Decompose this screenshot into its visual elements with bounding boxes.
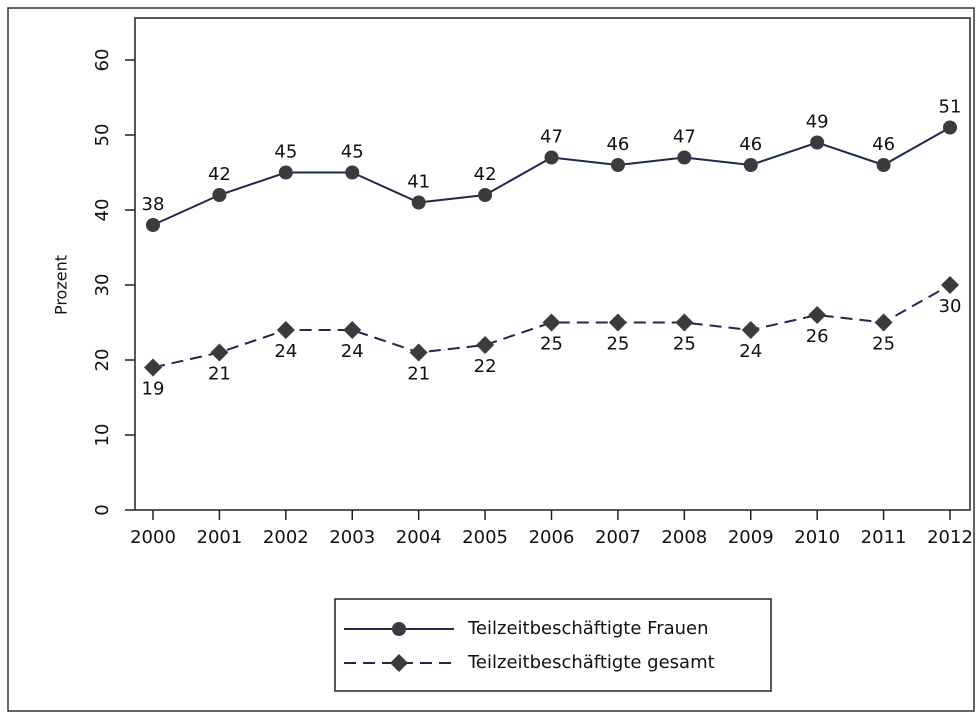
legend-marker [392,622,406,636]
data-label: 41 [407,172,430,193]
data-label: 47 [540,127,563,148]
data-label: 25 [606,334,629,355]
data-label: 49 [806,112,829,133]
data-label: 51 [939,97,962,118]
legend-box [334,598,772,692]
data-point [146,218,160,232]
data-point [743,158,758,172]
data-label: 46 [606,134,629,155]
legend-label: Teilzeitbeschäftigte gesamt [467,652,715,673]
x-tick-label: 2000 [130,527,176,548]
y-tick-label: 0 [92,504,113,515]
data-point [941,276,959,294]
data-point [544,150,559,165]
data-label: 45 [341,142,364,163]
data-label: 25 [540,334,563,355]
y-tick-label: 10 [92,424,113,447]
y-tick-label: 20 [92,349,113,372]
data-point [276,321,295,339]
data-point [409,343,428,362]
data-point [476,336,495,354]
x-tick-label: 2001 [197,527,243,548]
x-tick-label: 2010 [794,527,840,548]
data-point [411,195,426,210]
data-label: 24 [274,341,297,362]
data-label: 45 [274,142,297,163]
data-point [608,313,627,332]
data-label: 42 [474,164,497,185]
data-label: 26 [806,326,829,347]
data-label: 19 [142,379,165,400]
data-label: 30 [939,296,962,317]
data-point [943,120,957,135]
y-tick-label: 30 [92,274,113,297]
chart-frame [7,7,975,712]
data-label: 42 [208,164,231,185]
data-label: 21 [407,364,430,385]
x-tick-label: 2007 [595,527,641,548]
y-tick-label: 50 [92,124,113,147]
data-point [677,150,692,165]
data-label: 38 [142,194,165,215]
x-tick-label: 2002 [263,527,309,548]
data-label: 21 [208,364,231,385]
data-label: 25 [872,334,895,355]
y-tick-label: 40 [92,199,113,222]
data-label: 24 [739,341,762,362]
x-tick-label: 2003 [329,527,375,548]
data-point [478,188,493,202]
data-point [808,306,827,324]
x-tick-label: 2006 [529,527,575,548]
x-tick-label: 2004 [396,527,442,548]
data-label: 22 [474,356,497,377]
data-point [610,158,625,172]
data-point [144,358,162,377]
plot-area [134,17,971,511]
data-label: 46 [739,134,762,155]
data-point [542,313,561,332]
data-point [874,313,893,332]
y-tick-label: 60 [92,49,113,72]
legend-marker [390,654,408,672]
x-tick-label: 2012 [927,527,973,548]
data-point [212,188,227,202]
data-label: 24 [341,341,364,362]
data-point [741,321,760,339]
data-point [343,321,362,339]
x-tick-label: 2005 [462,527,508,548]
data-point [810,135,825,150]
data-point [675,313,694,332]
x-tick-label: 2009 [728,527,774,548]
y-axis-label: Prozent [52,255,71,315]
data-point [876,158,891,172]
data-point [210,343,229,362]
data-label: 46 [872,134,895,155]
x-tick-label: 2008 [661,527,707,548]
x-tick-label: 2011 [861,527,907,548]
data-point [278,165,293,180]
legend-label: Teilzeitbeschäftigte Frauen [467,618,709,639]
data-point [345,165,360,180]
data-label: 47 [673,127,696,148]
data-label: 25 [673,334,696,355]
